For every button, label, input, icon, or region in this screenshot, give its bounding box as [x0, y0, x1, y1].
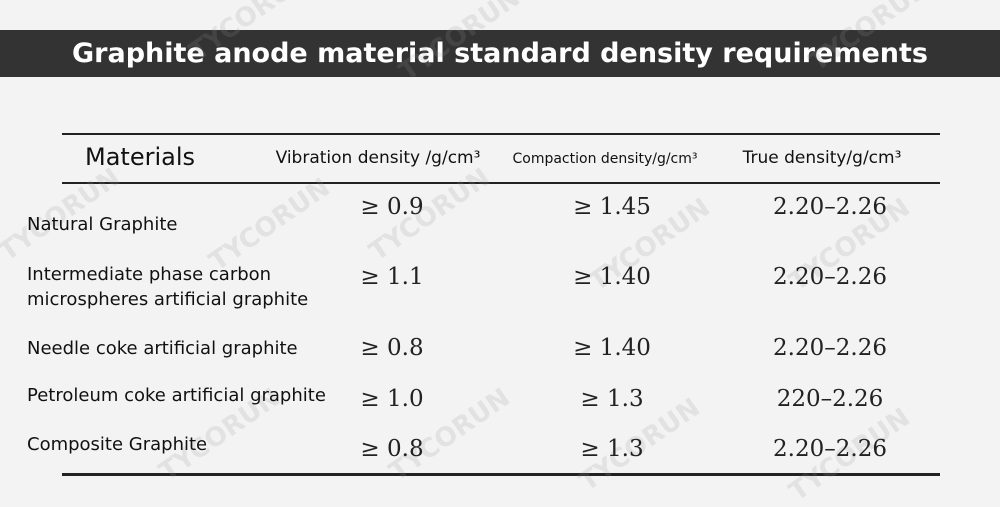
cell-value: ≥ 1.3 — [580, 436, 644, 462]
row-label: Needle coke artificial graphite — [27, 338, 298, 359]
cell-value: 2.20–2.26 — [773, 436, 887, 462]
cell-value: ≥ 1.45 — [573, 194, 651, 220]
cell-value: ≥ 1.0 — [360, 386, 424, 412]
row-label: Natural Graphite — [27, 214, 178, 235]
title-bar — [0, 30, 1000, 77]
column-header: Vibration density /g/cm³ — [275, 148, 481, 168]
column-header: Compaction density/g/cm³ — [512, 151, 698, 167]
row-label: Composite Graphite — [27, 434, 208, 455]
cell-value: ≥ 0.9 — [360, 194, 424, 220]
cell-value: ≥ 1.3 — [580, 386, 644, 412]
title: Graphite anode material standard density… — [72, 38, 928, 69]
table-top-rule — [62, 133, 940, 135]
cell-value: 2.20–2.26 — [773, 264, 887, 290]
cell-value: ≥ 1.1 — [360, 264, 424, 290]
row-label: Petroleum coke artificial graphite — [27, 385, 326, 406]
table-bottom-rule — [62, 473, 940, 476]
cell-value: ≥ 0.8 — [360, 335, 424, 361]
cell-value: ≥ 1.40 — [573, 335, 651, 361]
cell-value: ≥ 0.8 — [360, 436, 424, 462]
cell-value: ≥ 1.40 — [573, 264, 651, 290]
cell-value: 220–2.26 — [776, 386, 884, 412]
column-header: Materials — [85, 143, 196, 171]
cell-value: 2.20–2.26 — [773, 194, 887, 220]
header-rule — [62, 182, 940, 184]
row-label: Intermediate phase carbon microspheres a… — [27, 264, 309, 310]
column-header: True density/g/cm³ — [742, 148, 902, 168]
cell-value: 2.20–2.26 — [773, 335, 887, 361]
